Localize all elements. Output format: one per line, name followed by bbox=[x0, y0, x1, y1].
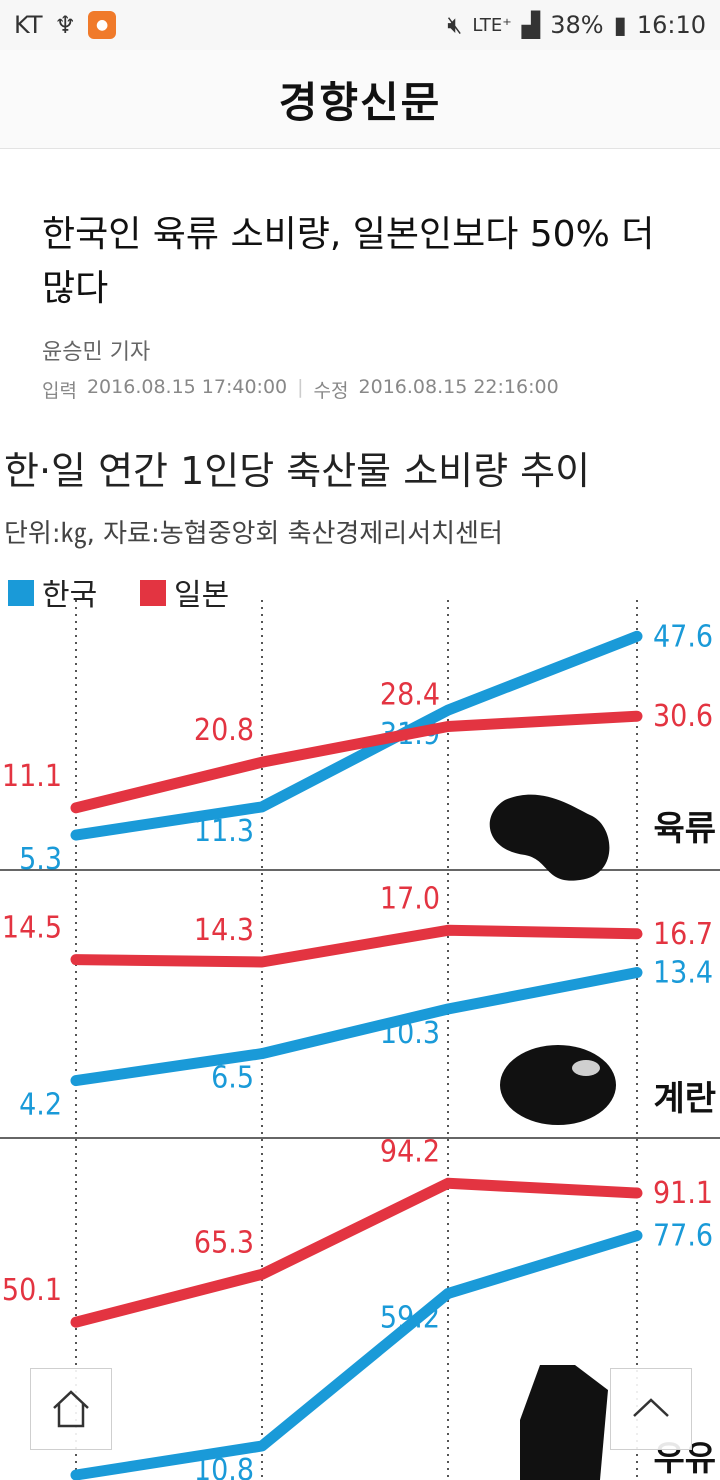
series-line bbox=[70, 630, 643, 841]
mute-icon: 🔇︎ bbox=[447, 11, 463, 39]
edit-time: 2016.08.15 22:16:00 bbox=[358, 376, 559, 398]
network-type: LTE⁺ bbox=[472, 14, 512, 36]
data-label: 10.8 bbox=[194, 1453, 254, 1480]
chart-title: 한·일 연간 1인당 축산물 소비량 추이 bbox=[4, 449, 590, 493]
data-label: 94.2 bbox=[380, 1134, 440, 1169]
author: 윤승민 기자 bbox=[42, 340, 151, 365]
data-label: 30.6 bbox=[653, 699, 713, 734]
consumption-chart: 한·일 연간 1인당 축산물 소비량 추이 단위:㎏, 자료:농협중앙회 축산경… bbox=[0, 449, 720, 1480]
data-label: 59.2 bbox=[380, 1301, 440, 1336]
data-label: 47.6 bbox=[653, 619, 713, 654]
battery-icon: ▮ bbox=[613, 11, 627, 39]
battery-level: 38% bbox=[550, 11, 604, 39]
chevron-up-icon bbox=[633, 1398, 669, 1417]
egg-highlight bbox=[572, 1060, 600, 1076]
data-label: 77.6 bbox=[653, 1219, 713, 1254]
input-label: 입력 bbox=[42, 380, 77, 402]
usb-icon: ♆ bbox=[54, 11, 77, 39]
data-label: 10.3 bbox=[380, 1016, 440, 1051]
input-time: 2016.08.15 17:40:00 bbox=[86, 376, 288, 398]
data-label: 91.1 bbox=[653, 1176, 713, 1211]
data-label: 20.8 bbox=[194, 713, 254, 748]
article-meta: 입력 2016.08.15 17:40:00 | 수정 2016.08.15 2… bbox=[42, 376, 559, 403]
newspaper-logo[interactable]: 경향신문 bbox=[278, 77, 442, 127]
meta-separator: | bbox=[297, 376, 304, 398]
clock: 16:10 bbox=[636, 11, 706, 39]
data-label: 4.2 bbox=[19, 1088, 62, 1123]
data-label: 13.4 bbox=[653, 956, 713, 991]
panel-0: 5.311.331.947.611.120.828.430.6육류 bbox=[2, 619, 716, 877]
panel-label: 계란 bbox=[653, 1079, 716, 1119]
panel-1: 4.2 6.5 10.3 13.4 14.5 14.3 17.0 16.7 계란 bbox=[2, 881, 716, 1122]
data-label: 50.1 bbox=[2, 1273, 62, 1308]
status-bar: KT ♆ ● 🔇︎ LTE⁺ ▟ 38% ▮ 16:10 bbox=[0, 0, 720, 50]
data-label: 6.5 bbox=[211, 1061, 254, 1096]
data-label: 65.3 bbox=[194, 1225, 254, 1260]
data-label: 28.4 bbox=[380, 678, 440, 713]
series-line bbox=[70, 1230, 643, 1480]
edit-label: 수정 bbox=[313, 380, 349, 402]
home-icon bbox=[53, 1390, 89, 1428]
data-label: 16.7 bbox=[653, 917, 713, 952]
series-line bbox=[70, 1177, 643, 1328]
data-label: 17.0 bbox=[380, 881, 440, 916]
legend-swatch-japan bbox=[140, 580, 166, 606]
legend: 한국 일본 bbox=[8, 578, 229, 613]
series-line bbox=[70, 967, 643, 1087]
legend-swatch-korea bbox=[8, 580, 34, 606]
scroll-top-button[interactable] bbox=[610, 1368, 692, 1450]
data-label: 14.3 bbox=[194, 913, 254, 948]
signal-icon: ▟ bbox=[521, 11, 541, 39]
data-label: 14.5 bbox=[2, 911, 62, 946]
article-title: 한국인 육류 소비량, 일본인보다 50% 더 많다 bbox=[42, 214, 655, 309]
chart-subtitle: 단위:㎏, 자료:농협중앙회 축산경제리서치센터 bbox=[4, 519, 503, 549]
egg-icon bbox=[500, 1045, 616, 1125]
home-button[interactable] bbox=[30, 1368, 112, 1450]
carrier: KT bbox=[14, 11, 43, 39]
app-notification-icon: ● bbox=[88, 11, 117, 39]
app-header: 경향신문 bbox=[0, 50, 720, 149]
panel-label: 육류 bbox=[653, 809, 716, 849]
legend-label-korea: 한국 bbox=[42, 578, 97, 613]
meat-icon bbox=[489, 794, 610, 881]
milk-carton-icon bbox=[520, 1365, 608, 1480]
data-label: 5.3 bbox=[19, 842, 62, 877]
series-line bbox=[70, 710, 643, 814]
data-label: 11.3 bbox=[194, 814, 254, 849]
series-line bbox=[70, 924, 643, 968]
data-label: 11.1 bbox=[2, 759, 62, 794]
legend-label-japan: 일본 bbox=[174, 578, 229, 613]
